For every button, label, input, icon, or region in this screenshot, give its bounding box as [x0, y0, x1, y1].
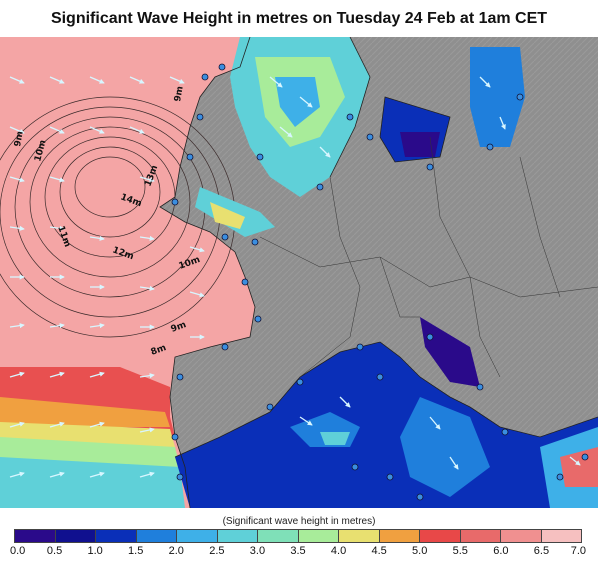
- wave-height-map[interactable]: 9m 10m 11m 12m 13m 14m 10m 9m 8m 9m: [0, 37, 598, 508]
- colorbar-tick-label: 5.5: [452, 545, 468, 557]
- colorbar: [14, 529, 582, 543]
- colorbar-tick-label: 2.0: [168, 545, 184, 557]
- colorbar-segment: [136, 530, 177, 542]
- country-borders: [259, 136, 598, 378]
- colorbar-tick-label: 2.5: [209, 545, 225, 557]
- baltic-sea: [470, 47, 525, 147]
- colorbar-tick-label: 6.0: [493, 545, 509, 557]
- colorbar-segment: [177, 530, 218, 542]
- colorbar-segment: [379, 530, 420, 542]
- colorbar-segment: [298, 530, 339, 542]
- colorbar-tick-label: 0.5: [46, 545, 63, 557]
- wave-direction-arrows: [9, 76, 581, 478]
- mediterranean-sea: [175, 342, 598, 508]
- colorbar-tick-label: 1.5: [128, 545, 144, 557]
- colorbar-tick-label: 1.0: [87, 545, 103, 557]
- coastlines: [159, 37, 598, 508]
- station-markers: [171, 63, 589, 501]
- colorbar-tick-label: 4.0: [330, 545, 347, 557]
- map-canvas: 9m 10m 11m 12m 13m 14m 10m 9m 8m 9m: [0, 37, 598, 508]
- colorbar-segment: [541, 530, 581, 542]
- colorbar-segment: [15, 530, 56, 542]
- colorbar-tick-label: 3.5: [290, 545, 306, 557]
- colorbar-tick-label: 4.5: [371, 545, 387, 557]
- colorbar-tick-label: 6.5: [533, 545, 550, 557]
- colorbar-ticks: 0.0 0.5 1.0 1.5 2.0 2.5 3.0 3.5 4.0 4.5 5.0 5.5 6.0 6…: [0, 545, 598, 561]
- map-title: Significant Wave Height in metres on Tue…: [50, 10, 548, 27]
- colorbar-segment: [217, 530, 258, 542]
- legend-caption: (Significant wave height in metres): [222, 516, 376, 527]
- colorbar-segment: [460, 530, 501, 542]
- colorbar-tick-label: 3.0: [249, 545, 266, 557]
- colorbar-segment: [55, 530, 96, 542]
- colorbar-segment: [339, 530, 380, 542]
- contour-label: 9m: [13, 130, 26, 147]
- colorbar-segment: [96, 530, 137, 542]
- contour-label: 9m: [173, 85, 186, 102]
- colorbar-segment: [501, 530, 542, 542]
- colorbar-tick-label: 7.0: [570, 545, 586, 557]
- colorbar-segment: [420, 530, 461, 542]
- colorbar-tick-label: 0.0: [10, 545, 26, 557]
- colorbar-segment: [258, 530, 299, 542]
- colorbar-tick-label: 5.0: [412, 545, 428, 557]
